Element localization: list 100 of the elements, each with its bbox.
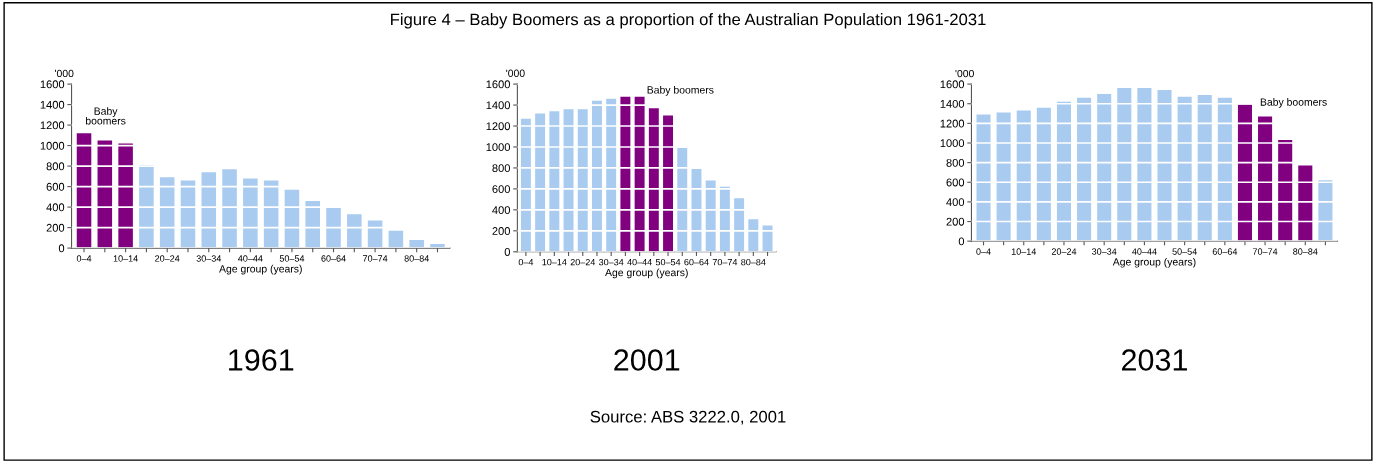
y-tick-label: 1000 xyxy=(940,139,965,148)
bar xyxy=(326,208,341,249)
bar xyxy=(620,96,631,252)
x-tick-label: 0–4 xyxy=(76,255,92,262)
bar xyxy=(691,168,702,252)
y-tick-label: 1600 xyxy=(940,80,965,89)
y-tick-label: 1600 xyxy=(40,80,65,89)
y-tick-label: 200 xyxy=(492,227,510,235)
x-tick-label: 20–24 xyxy=(155,255,180,262)
x-axis-title: Age group (years) xyxy=(605,268,688,279)
bar xyxy=(1137,88,1152,242)
x-tick-label: 10–14 xyxy=(542,258,567,266)
bar xyxy=(734,198,745,252)
y-tick-label: 200 xyxy=(946,217,965,226)
bar xyxy=(347,214,362,249)
y-tick-label: 1200 xyxy=(940,119,965,128)
x-tick-label: 50–54 xyxy=(655,258,681,266)
y-tick-label: 400 xyxy=(46,203,65,212)
x-tick-label: 50–54 xyxy=(1172,248,1197,255)
x-tick-label: 80–84 xyxy=(404,255,429,262)
x-tick-label: 50–54 xyxy=(279,255,305,262)
bar xyxy=(305,200,321,249)
bar xyxy=(1298,165,1313,242)
text: Figure 4 – Baby Boomers as a proportion of the Australian Population 1961-2031 xyxy=(391,13,986,29)
bar xyxy=(996,112,1011,242)
source-note: Source: ABS 3222.0, 2001 xyxy=(590,410,786,425)
bar xyxy=(243,178,258,249)
bar xyxy=(535,113,546,252)
bar xyxy=(1036,107,1051,242)
bar xyxy=(1077,97,1092,242)
x-axis-title: Age group (years) xyxy=(1112,257,1196,268)
bar xyxy=(663,115,674,252)
bar xyxy=(118,143,133,249)
bar xyxy=(719,186,730,252)
x-tick-label: 10–14 xyxy=(1011,248,1037,255)
y-tick-label: 0 xyxy=(504,248,510,256)
y-tick-label: 200 xyxy=(46,223,65,232)
annotation: Baby boomers xyxy=(86,107,126,125)
bar xyxy=(1177,96,1192,242)
y-axis-title: '000 xyxy=(506,69,525,77)
x-tick-label: 40–44 xyxy=(627,258,652,266)
x-tick-label: 60–64 xyxy=(684,258,709,266)
bar xyxy=(1097,93,1112,242)
bar xyxy=(76,133,92,249)
bar xyxy=(748,219,759,252)
y-tick-label: 0 xyxy=(58,244,65,253)
y-tick-label: 600 xyxy=(492,185,510,194)
x-tick-label: 70–74 xyxy=(1252,248,1278,255)
bar xyxy=(139,165,154,249)
bar xyxy=(705,180,716,252)
x-tick-label: 80–84 xyxy=(741,258,766,266)
y-tick-label: 800 xyxy=(946,158,965,167)
bar xyxy=(563,109,574,252)
bar xyxy=(549,111,560,252)
x-tick-label: 20–24 xyxy=(570,258,596,266)
y-tick-label: 0 xyxy=(958,237,965,246)
bar xyxy=(577,109,588,252)
x-tick-label: 30–34 xyxy=(196,255,222,262)
text: 2001 xyxy=(614,349,680,371)
bar xyxy=(222,169,237,249)
bar xyxy=(520,118,531,252)
bar xyxy=(1117,88,1132,242)
bar xyxy=(1217,97,1232,242)
x-tick-label: 60–64 xyxy=(1212,248,1238,255)
y-tick-label: 600 xyxy=(46,182,65,191)
text: 1961 xyxy=(229,349,294,371)
y-tick-label: 400 xyxy=(946,198,965,207)
bar xyxy=(606,98,617,252)
bar xyxy=(648,108,659,252)
bar xyxy=(1056,101,1071,242)
bar xyxy=(634,96,645,252)
bar xyxy=(263,180,279,249)
y-tick-label: 1200 xyxy=(40,121,65,130)
bar xyxy=(201,172,217,249)
x-tick-label: 40–44 xyxy=(1132,248,1157,255)
bar xyxy=(1157,89,1172,242)
y-tick-label: 1600 xyxy=(486,80,510,89)
y-tick-label: 1000 xyxy=(486,143,510,152)
annotation: Baby boomers xyxy=(647,85,714,96)
bar xyxy=(1258,116,1273,242)
y-tick-label: 1400 xyxy=(486,101,510,110)
x-tick-label: 10–14 xyxy=(113,255,138,262)
y-axis-title: '000 xyxy=(55,69,74,78)
x-tick-label: 60–64 xyxy=(321,255,346,262)
x-tick-label: 20–24 xyxy=(1051,248,1077,255)
y-tick-label: 1400 xyxy=(40,100,65,109)
x-tick-label: 80–84 xyxy=(1293,248,1318,255)
x-tick-label: 40–44 xyxy=(238,255,263,262)
x-tick-label: 30–34 xyxy=(1091,248,1117,255)
x-tick-label: 70–74 xyxy=(712,258,738,266)
y-tick-label: 800 xyxy=(46,162,65,171)
bar xyxy=(1278,140,1293,242)
bar xyxy=(159,177,175,249)
annotation: Baby boomers xyxy=(1260,98,1327,108)
bar xyxy=(1318,180,1333,242)
y-tick-label: 1200 xyxy=(486,122,510,131)
bar xyxy=(976,114,991,242)
x-axis-title: Age group (years) xyxy=(219,264,302,275)
bar xyxy=(1197,94,1212,242)
x-tick-label: 0–4 xyxy=(976,248,991,255)
